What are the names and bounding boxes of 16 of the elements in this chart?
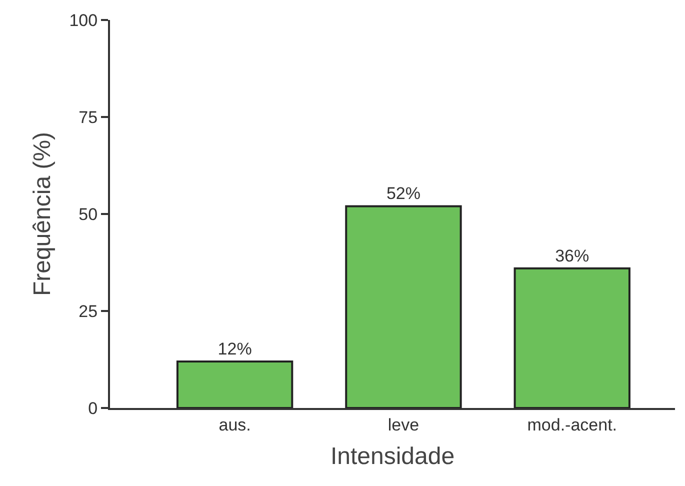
bar: [514, 267, 630, 408]
x-tick-label: mod.-acent.: [527, 415, 618, 434]
data-label: 36%: [555, 246, 590, 266]
bar: [345, 205, 462, 408]
x-tick-label: leve: [388, 415, 420, 434]
y-tick-label: 0: [88, 398, 98, 418]
y-tick-label: 25: [78, 302, 98, 321]
y-tick-label: 100: [69, 10, 98, 30]
x-tick-label: aus.: [218, 415, 251, 434]
y-axis-title: Frequência (%): [28, 132, 56, 296]
y-tick-label: 75: [78, 108, 98, 127]
data-label: 12%: [218, 339, 252, 358]
x-axis-title: Intensidade: [330, 443, 455, 470]
data-label: 52%: [386, 184, 420, 204]
bar: [176, 360, 294, 408]
y-tick-label: 50: [78, 204, 98, 224]
